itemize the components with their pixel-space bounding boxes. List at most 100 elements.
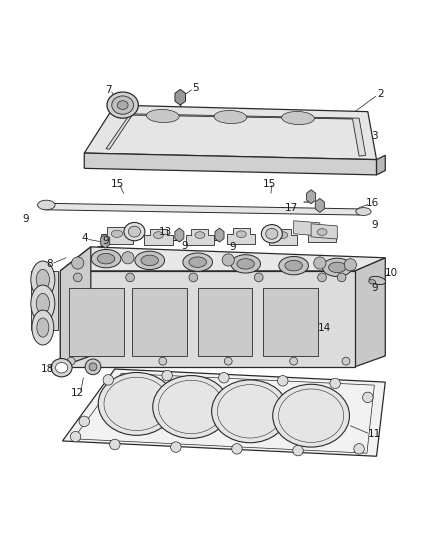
Ellipse shape (214, 110, 246, 124)
Text: 3: 3 (370, 131, 377, 141)
Polygon shape (307, 226, 336, 242)
Ellipse shape (265, 228, 277, 239)
Polygon shape (62, 369, 385, 456)
Circle shape (67, 357, 75, 365)
Ellipse shape (152, 376, 229, 438)
Circle shape (110, 439, 120, 450)
Text: 17: 17 (284, 203, 297, 213)
Ellipse shape (328, 262, 345, 272)
Ellipse shape (188, 257, 206, 268)
Ellipse shape (322, 258, 351, 277)
Circle shape (289, 357, 297, 365)
Bar (197, 288, 252, 356)
Polygon shape (306, 190, 315, 204)
Ellipse shape (236, 231, 246, 238)
Polygon shape (293, 221, 319, 236)
Ellipse shape (284, 261, 302, 271)
Polygon shape (268, 229, 296, 245)
Circle shape (79, 416, 89, 426)
Circle shape (70, 431, 81, 442)
Ellipse shape (194, 232, 205, 238)
Polygon shape (100, 227, 133, 244)
Circle shape (343, 259, 356, 271)
Ellipse shape (97, 253, 115, 264)
Text: 10: 10 (385, 268, 397, 278)
Ellipse shape (117, 101, 128, 109)
Ellipse shape (237, 259, 254, 269)
Text: 9: 9 (370, 220, 377, 230)
Text: 13: 13 (158, 227, 171, 237)
Ellipse shape (158, 380, 223, 434)
Ellipse shape (36, 293, 49, 314)
Ellipse shape (55, 362, 67, 373)
Ellipse shape (37, 318, 49, 337)
Polygon shape (106, 114, 365, 156)
Polygon shape (31, 271, 58, 330)
Circle shape (89, 363, 97, 371)
Circle shape (162, 370, 172, 381)
Ellipse shape (368, 279, 375, 284)
Circle shape (85, 359, 101, 375)
Polygon shape (84, 153, 376, 175)
Ellipse shape (111, 230, 123, 237)
Ellipse shape (104, 377, 169, 431)
Polygon shape (73, 374, 374, 453)
Circle shape (317, 273, 325, 282)
Polygon shape (60, 271, 354, 367)
Polygon shape (60, 247, 91, 367)
Circle shape (159, 357, 166, 365)
Ellipse shape (355, 208, 370, 215)
Circle shape (125, 273, 134, 282)
Text: 7: 7 (105, 85, 111, 95)
Circle shape (353, 443, 364, 454)
Ellipse shape (128, 226, 140, 237)
Polygon shape (84, 105, 376, 159)
Text: 14: 14 (317, 322, 330, 333)
Polygon shape (174, 228, 184, 242)
Text: 9: 9 (22, 214, 28, 223)
Text: 11: 11 (367, 430, 380, 439)
Circle shape (329, 378, 339, 389)
Circle shape (313, 257, 325, 269)
Polygon shape (215, 228, 223, 242)
Circle shape (277, 376, 287, 386)
Text: 15: 15 (110, 179, 124, 189)
Text: 8: 8 (46, 260, 53, 269)
Polygon shape (354, 258, 385, 367)
Ellipse shape (141, 255, 158, 265)
Ellipse shape (31, 261, 55, 298)
Ellipse shape (91, 249, 120, 268)
Polygon shape (60, 247, 385, 271)
Ellipse shape (51, 359, 72, 377)
Text: 9: 9 (229, 242, 235, 252)
Polygon shape (185, 229, 214, 245)
Polygon shape (144, 229, 172, 245)
Ellipse shape (277, 232, 287, 238)
Text: 5: 5 (192, 83, 198, 93)
Ellipse shape (230, 255, 260, 273)
Text: 15: 15 (262, 179, 276, 189)
Ellipse shape (146, 109, 179, 123)
Ellipse shape (124, 222, 145, 241)
Polygon shape (376, 155, 385, 175)
Polygon shape (175, 90, 185, 105)
Circle shape (103, 375, 113, 385)
Circle shape (188, 273, 197, 282)
Ellipse shape (153, 232, 163, 238)
Text: 9: 9 (181, 240, 187, 251)
Polygon shape (100, 234, 110, 248)
Ellipse shape (278, 256, 308, 275)
Polygon shape (43, 203, 367, 215)
Text: 4: 4 (81, 233, 88, 243)
Ellipse shape (98, 373, 175, 435)
Circle shape (224, 357, 232, 365)
Ellipse shape (261, 224, 282, 243)
Polygon shape (314, 198, 324, 213)
Ellipse shape (112, 96, 133, 114)
Ellipse shape (217, 385, 282, 438)
Circle shape (121, 252, 134, 264)
Circle shape (254, 273, 262, 282)
Ellipse shape (316, 229, 326, 236)
Ellipse shape (272, 384, 349, 447)
Ellipse shape (211, 380, 288, 443)
